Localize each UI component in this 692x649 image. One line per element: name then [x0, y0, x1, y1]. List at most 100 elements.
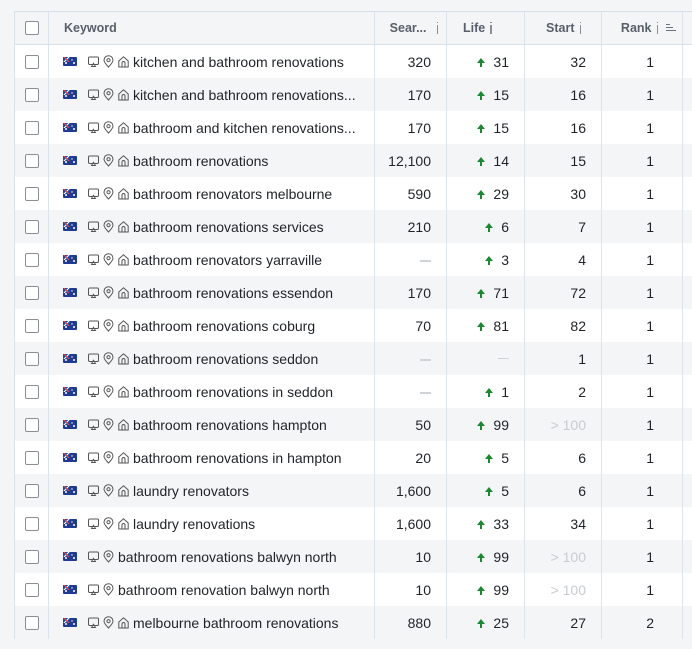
row-checkbox[interactable] [24, 219, 39, 234]
arrow-up-icon [485, 487, 494, 496]
header-start[interactable]: Start [524, 12, 602, 45]
life-cell [446, 342, 525, 375]
row-checkbox[interactable] [24, 252, 39, 267]
row-checkbox[interactable] [24, 450, 39, 465]
row-checkbox[interactable] [24, 120, 39, 135]
life-cell: 29 [446, 177, 525, 210]
table-row[interactable]: bathroom renovations services 210 6 7 1 [15, 210, 692, 243]
row-checkbox[interactable] [24, 318, 39, 333]
keyword-text: bathroom renovations seddon [133, 350, 319, 367]
keyword-cell[interactable]: kitchen and bathroom renovations [48, 44, 375, 78]
sort-ascending-icon[interactable] [666, 24, 676, 32]
header-rank[interactable]: Rank [601, 12, 683, 45]
search-volume-value: 170 [407, 86, 431, 103]
keyword-text: bathroom renovators yarraville [133, 251, 323, 268]
device-desktop-icon [87, 319, 100, 332]
keyword-cell[interactable]: bathroom renovations hampton [48, 408, 375, 441]
current-rank-cell: 1 [601, 441, 683, 474]
row-checkbox[interactable] [24, 549, 39, 564]
row-checkbox[interactable] [24, 384, 39, 399]
table-row[interactable]: bathroom renovators yarraville 3 4 1 [15, 243, 692, 276]
keyword-cell[interactable]: bathroom renovations essendon [48, 276, 375, 309]
home-icon [117, 88, 130, 101]
device-desktop-icon [87, 121, 100, 134]
rank-value: 1 [646, 284, 654, 301]
keyword-cell[interactable]: melbourne bathroom renovations [48, 606, 375, 639]
extra-cell [682, 111, 692, 144]
info-icon[interactable] [656, 21, 658, 34]
table-row[interactable]: bathroom renovations essendon 170 71 72 … [15, 276, 692, 309]
table-row[interactable]: laundry renovators 1,600 5 6 1 [15, 474, 692, 507]
info-icon[interactable] [579, 21, 581, 34]
row-checkbox[interactable] [24, 417, 39, 432]
home-icon [117, 451, 130, 464]
header-search-volume[interactable]: Sear... [374, 12, 447, 45]
table-row[interactable]: bathroom renovations hampton 50 99 > 100… [15, 408, 692, 441]
row-select-cell [15, 507, 49, 540]
table-row[interactable]: bathroom renovations in hampton 20 5 6 1 [15, 441, 692, 474]
row-checkbox[interactable] [24, 285, 39, 300]
start-rank-cell: 30 [524, 177, 602, 210]
keyword-text: bathroom renovations services [133, 218, 324, 235]
header-life[interactable]: Life [446, 12, 525, 45]
table-row[interactable]: bathroom renovations in seddon 1 2 1 [15, 375, 692, 408]
select-all-checkbox[interactable] [24, 21, 39, 35]
keyword-cell[interactable]: bathroom and kitchen renovations... [48, 111, 375, 144]
row-checkbox[interactable] [24, 615, 39, 630]
keyword-text: laundry renovations [133, 515, 256, 532]
start-rank-value: 30 [570, 185, 586, 202]
keyword-cell[interactable]: bathroom renovation balwyn north [48, 573, 375, 606]
row-checkbox[interactable] [24, 582, 39, 597]
life-change-value: 25 [493, 614, 509, 631]
current-rank-cell: 1 [601, 276, 683, 309]
search-volume-value: 1,600 [395, 482, 431, 499]
table-row[interactable]: bathroom renovators melbourne 590 29 30 … [15, 177, 692, 210]
table-row[interactable]: bathroom renovations seddon 1 1 [15, 342, 692, 375]
keyword-cell[interactable]: bathroom renovations seddon [48, 342, 375, 375]
header-keyword[interactable]: Keyword [48, 12, 375, 45]
keyword-cell[interactable]: bathroom renovations in seddon [48, 375, 375, 408]
device-desktop-icon [87, 55, 100, 68]
keyword-cell[interactable]: bathroom renovations in hampton [48, 441, 375, 474]
keyword-cell[interactable]: bathroom renovators yarraville [48, 243, 375, 276]
table-row[interactable]: bathroom renovation balwyn north 10 99 >… [15, 573, 692, 606]
rank-value: 1 [646, 482, 654, 499]
keyword-cell[interactable]: laundry renovations [48, 507, 375, 540]
row-checkbox[interactable] [24, 483, 39, 498]
table-row[interactable]: bathroom renovations balwyn north 10 99 … [15, 540, 692, 573]
arrow-up-icon [485, 256, 494, 265]
search-volume-cell: 170 [374, 78, 447, 111]
keyword-text: kitchen and bathroom renovations... [133, 86, 356, 103]
table-row[interactable]: bathroom and kitchen renovations... 170 … [15, 111, 692, 144]
table-row[interactable]: kitchen and bathroom renovations 320 31 … [15, 44, 692, 78]
info-icon[interactable] [436, 21, 438, 34]
keyword-cell[interactable]: bathroom renovations [48, 144, 375, 177]
keyword-cell[interactable]: bathroom renovations services [48, 210, 375, 243]
row-checkbox[interactable] [24, 186, 39, 201]
table-row[interactable]: bathroom renovations 12,100 14 15 1 [15, 144, 692, 177]
table-row[interactable]: melbourne bathroom renovations 880 25 27… [15, 606, 692, 639]
table-row[interactable]: laundry renovations 1,600 33 34 1 [15, 507, 692, 540]
keyword-text: bathroom renovations essendon [133, 284, 334, 301]
row-checkbox[interactable] [24, 54, 39, 69]
device-desktop-icon [87, 583, 100, 596]
extra-cell [682, 573, 692, 606]
row-checkbox[interactable] [24, 516, 39, 531]
row-checkbox[interactable] [24, 87, 39, 102]
life-change-value: 29 [493, 185, 509, 202]
info-icon[interactable] [490, 21, 492, 34]
table-row[interactable]: bathroom renovations coburg 70 81 82 1 [15, 309, 692, 342]
start-rank-value: 27 [570, 614, 586, 631]
keyword-cell[interactable]: bathroom renovations coburg [48, 309, 375, 342]
keyword-cell[interactable]: kitchen and bathroom renovations... [48, 78, 375, 111]
table-row[interactable]: kitchen and bathroom renovations... 170 … [15, 78, 692, 111]
location-pin-icon [102, 220, 115, 233]
keyword-cell[interactable]: laundry renovators [48, 474, 375, 507]
no-data-dash [498, 357, 509, 360]
keyword-cell[interactable]: bathroom renovations balwyn north [48, 540, 375, 573]
row-checkbox[interactable] [24, 351, 39, 366]
arrow-up-icon [477, 289, 486, 298]
life-cell: 15 [446, 111, 525, 144]
keyword-cell[interactable]: bathroom renovators melbourne [48, 177, 375, 210]
row-checkbox[interactable] [24, 153, 39, 168]
